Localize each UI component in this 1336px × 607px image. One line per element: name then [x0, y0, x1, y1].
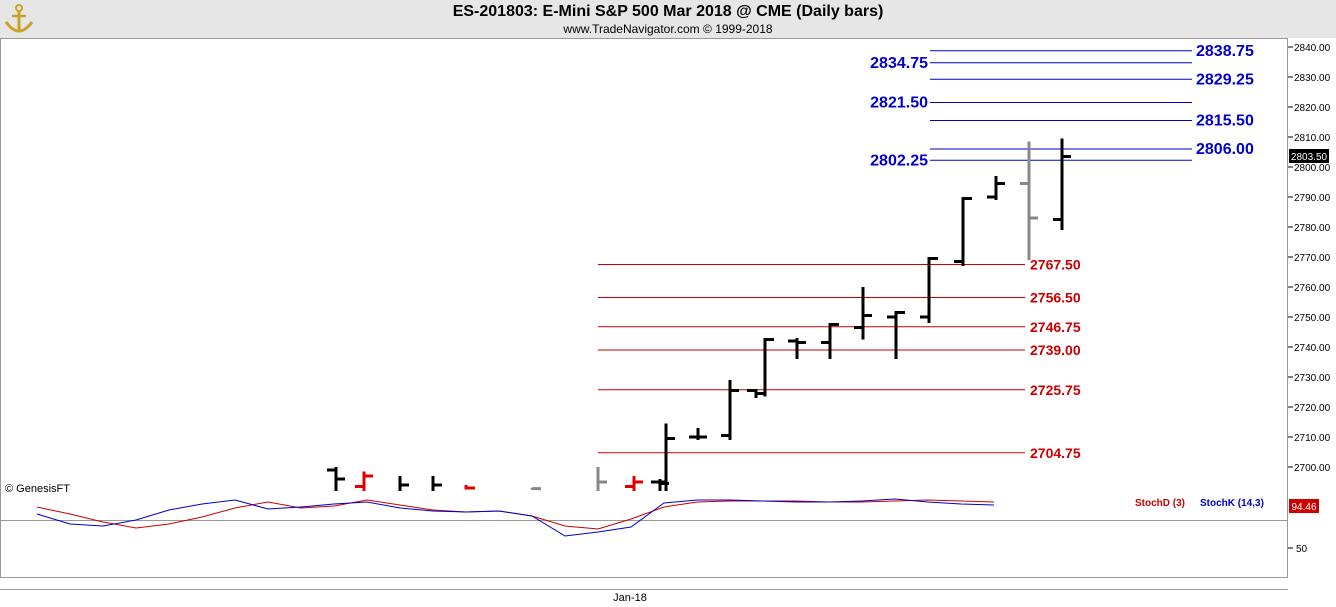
level-label: 2746.75 [1030, 319, 1081, 335]
level-label: 2815.50 [1196, 113, 1254, 130]
level-label: 2725.75 [1030, 382, 1081, 398]
price-tick-label: 2770.00 [1294, 253, 1331, 264]
price-tick-label: 2780.00 [1294, 223, 1331, 234]
ohlc-bar [596, 467, 607, 491]
price-tick-label: 2790.00 [1294, 193, 1331, 204]
ohlc-bar [987, 176, 1005, 200]
ohlc-bar [1020, 141, 1038, 260]
level-label: 2739.00 [1030, 342, 1081, 358]
chart-header [0, 0, 1336, 38]
level-label: 2806.00 [1196, 141, 1254, 158]
ohlc-bar [821, 323, 839, 359]
price-tick-label: 2760.00 [1294, 283, 1331, 294]
price-tick-label: 2750.00 [1294, 313, 1331, 324]
price-tick-label: 2720.00 [1294, 403, 1331, 414]
level-label: 2767.50 [1030, 257, 1081, 273]
stoch-layer: 50 StochD (3) StochK (14,3) [36, 498, 1308, 555]
stoch-d-legend: StochD (3) [1135, 498, 1185, 509]
ohlc-bar [431, 476, 442, 491]
ohlc-bar [721, 380, 739, 440]
price-tick-label: 2840.00 [1294, 43, 1331, 54]
stoch-series-line [36, 499, 995, 530]
price-tick-label: 2800.00 [1294, 163, 1331, 174]
level-label: 2756.50 [1030, 290, 1081, 306]
stoch-last-box [1289, 499, 1319, 513]
ohlc-bar [788, 338, 806, 359]
stoch-series-line [36, 498, 995, 537]
stoch-panel-frame [0, 520, 1288, 578]
level-label: 2802.25 [870, 152, 928, 169]
ohlc-bar [398, 476, 409, 491]
last-price-box [1289, 149, 1329, 163]
stoch-tick-label: 50 [1296, 544, 1308, 555]
price-panel-frame [0, 38, 1288, 521]
ohlc-bar [530, 487, 541, 491]
ohlc-bar [689, 428, 707, 440]
ohlc-bar [756, 338, 774, 397]
price-tick-label: 2710.00 [1294, 433, 1331, 444]
ohlc-bar [355, 471, 373, 491]
anchor-logo-icon [4, 4, 34, 33]
last-price-label: 2803.50 [1291, 152, 1328, 163]
ohlc-bar [464, 485, 475, 490]
price-tick-label: 2740.00 [1294, 343, 1331, 354]
copyright-text: www.TradeNavigator.com © 1999-2018 [563, 22, 773, 36]
ohlc-bar [854, 287, 872, 340]
level-label: 2704.75 [1030, 445, 1081, 461]
price-tick-label: 2700.00 [1294, 463, 1331, 474]
genesis-watermark: © GenesisFT [5, 483, 70, 495]
level-label: 2829.25 [1196, 71, 1254, 88]
price-tick-label: 2820.00 [1294, 103, 1331, 114]
ohlc-bar [920, 257, 938, 323]
price-tick-label: 2730.00 [1294, 373, 1331, 384]
price-axis[interactable]: 2700.00 2710.00 2720.00 2730.00 2740.00 2750.… [1288, 43, 1331, 474]
stoch-last-label: 94.46 [1291, 502, 1316, 513]
x-axis-label: Jan-18 [613, 592, 647, 604]
ohlc-bar [954, 197, 972, 266]
price-tick-label: 2810.00 [1294, 133, 1331, 144]
ohlc-bar [625, 476, 643, 491]
ohlc-bar [887, 311, 905, 359]
ohlc-bar [1053, 138, 1071, 230]
chart-title: ES-201803: E-Mini S&P 500 Mar 2018 @ CME… [452, 3, 884, 20]
level-label: 2834.75 [870, 55, 928, 72]
price-tick-label: 2830.00 [1294, 73, 1331, 84]
level-label: 2821.50 [870, 95, 928, 112]
ohlc-bar [657, 423, 675, 491]
stoch-k-legend: StochK (14,3) [1200, 498, 1264, 509]
ohlc-bar [327, 467, 345, 491]
bars-layer [327, 138, 1071, 491]
level-label: 2838.75 [1196, 43, 1254, 60]
levels-layer: 2838.75 2834.75 2829.25 2821.50 2815.50 2806.… [598, 43, 1254, 461]
